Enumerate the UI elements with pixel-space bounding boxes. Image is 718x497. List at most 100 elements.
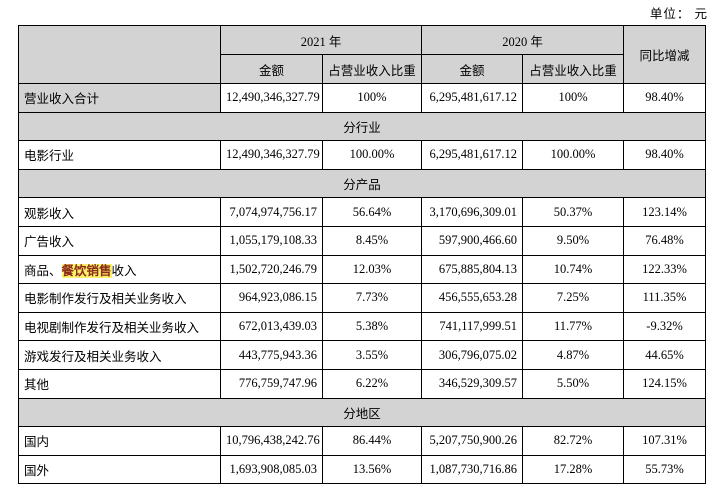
ratio-2020-cell: 5.50% xyxy=(522,368,625,399)
yoy-cell: 107.31% xyxy=(623,426,707,456)
table-body: 营业收入合计 12,490,346,327.79 100% 6,295,481,617… xyxy=(17,83,707,485)
ratio-2020-cell: 100.00% xyxy=(522,140,625,170)
table-row: 其他 776,759,747.96 6.22% 346,529,309.57 5.50%… xyxy=(18,368,707,399)
header-row-years: 2021 年 2020 年 同比增减 xyxy=(18,25,707,84)
amount-2020-cell: 6,295,481,617.12 xyxy=(421,140,524,170)
row-label: 其他 xyxy=(18,368,221,399)
label-text: 商品、 xyxy=(24,263,62,278)
amount-2021-cell: 1,055,179,108.33 xyxy=(220,225,323,256)
ratio-2020-cell: 17.28% xyxy=(522,454,625,485)
row-label: 广告收入 xyxy=(18,225,221,256)
row-label: 游戏发行及相关业务收入 xyxy=(18,340,221,370)
table-row: 电影行业 12,490,346,327.79 100.00% 6,295,481,61… xyxy=(18,140,707,170)
table-header: 2021 年 2020 年 同比增减 金额 占营业收入比重 金额 占营业收入比重 xyxy=(18,25,707,84)
ratio-2021-cell: 100.00% xyxy=(321,140,423,170)
ratio-2020-cell: 100% xyxy=(522,83,625,113)
amount-2021-header: 金额 xyxy=(220,54,323,84)
ratio-2020-cell: 9.50% xyxy=(522,225,625,256)
revenue-breakdown-table: 2021 年 2020 年 同比增减 金额 占营业收入比重 金额 占营业收入比重… xyxy=(17,25,707,485)
ratio-2021-cell: 56.64% xyxy=(321,197,423,227)
table-row: 国内 10,796,438,242.76 86.44% 5,207,750,900.2… xyxy=(18,426,707,456)
ratio-2020-header: 占营业收入比重 xyxy=(522,54,625,84)
unit-label: 单位： 元 xyxy=(649,7,708,21)
yoy-cell: 124.15% xyxy=(623,368,707,399)
amount-2021-cell: 776,759,747.96 xyxy=(220,368,323,399)
amount-2020-cell: 346,529,309.57 xyxy=(421,368,524,399)
header-row-metrics: 金额 占营业收入比重 金额 占营业收入比重 xyxy=(19,54,706,84)
corner-cell xyxy=(18,25,221,84)
table-row: 营业收入合计 12,490,346,327.79 100% 6,295,481,617… xyxy=(18,83,707,113)
yoy-cell: -9.32% xyxy=(623,311,707,342)
row-label: 观影收入 xyxy=(18,197,221,227)
ratio-2021-cell: 8.45% xyxy=(321,225,423,256)
ratio-2021-cell: 7.73% xyxy=(321,283,423,313)
yoy-cell: 55.73% xyxy=(623,454,707,485)
amount-2021-cell: 12,490,346,327.79 xyxy=(220,140,323,170)
yoy-cell: 98.40% xyxy=(623,83,707,113)
year-2021-header: 2021 年 xyxy=(219,25,423,55)
section-row: 分产品 xyxy=(17,168,707,199)
section-row: 分地区 xyxy=(17,397,707,428)
ratio-2020-cell: 11.77% xyxy=(522,311,625,342)
amount-2021-cell: 964,923,086.15 xyxy=(220,283,323,313)
ratio-2021-cell: 12.03% xyxy=(321,254,423,285)
table-row: 商品、餐饮销售收入 1,502,720,246.79 12.03% 675,885,8… xyxy=(18,254,707,285)
label-text: 收入 xyxy=(111,263,137,278)
amount-2020-cell: 3,170,696,309.01 xyxy=(421,197,524,227)
row-label: 电影制作发行及相关业务收入 xyxy=(18,283,221,313)
year-2020-header: 2020 年 xyxy=(421,25,625,55)
yoy-cell: 44.65% xyxy=(623,340,707,370)
amount-2020-cell: 306,796,075.02 xyxy=(421,340,524,370)
row-label: 电影行业 xyxy=(18,140,221,170)
amount-2020-cell: 5,207,750,900.26 xyxy=(421,426,524,456)
ratio-2021-cell: 100% xyxy=(321,83,423,113)
ratio-2021-header: 占营业收入比重 xyxy=(321,54,423,84)
amount-2021-cell: 1,502,720,246.79 xyxy=(220,254,323,285)
table-row: 游戏发行及相关业务收入 443,775,943.36 3.55% 306,796,07… xyxy=(18,340,707,370)
yoy-cell: 76.48% xyxy=(623,225,707,256)
table-row: 观影收入 7,074,974,756.17 56.64% 3,170,696,309.… xyxy=(18,197,707,227)
yoy-cell: 98.40% xyxy=(623,140,707,170)
ratio-2020-cell: 4.87% xyxy=(522,340,625,370)
highlighted-text: 餐饮销售 xyxy=(61,263,112,278)
section-row: 分行业 xyxy=(17,111,707,142)
yoy-cell: 122.33% xyxy=(623,254,707,285)
yoy-header: 同比增减 xyxy=(623,25,707,84)
amount-2021-cell: 12,490,346,327.79 xyxy=(220,83,323,113)
row-label: 营业收入合计 xyxy=(18,83,221,113)
amount-2020-cell: 6,295,481,617.12 xyxy=(421,83,524,113)
section-label: 分产品 xyxy=(17,168,707,199)
yoy-cell: 123.14% xyxy=(623,197,707,227)
amount-2021-cell: 672,013,439.03 xyxy=(220,311,323,342)
yoy-cell: 111.35% xyxy=(623,283,707,313)
row-label: 电视剧制作发行及相关业务收入 xyxy=(18,311,221,342)
section-label: 分地区 xyxy=(17,397,707,428)
row-label: 国内 xyxy=(18,426,221,456)
amount-2020-cell: 1,087,730,716.86 xyxy=(421,454,524,485)
ratio-2021-cell: 5.38% xyxy=(321,311,423,342)
amount-2021-cell: 10,796,438,242.76 xyxy=(220,426,323,456)
table-row: 电影制作发行及相关业务收入 964,923,086.15 7.73% 456,555,… xyxy=(18,283,707,313)
section-label: 分行业 xyxy=(17,111,707,142)
ratio-2021-cell: 13.56% xyxy=(321,454,423,485)
ratio-2020-cell: 50.37% xyxy=(522,197,625,227)
row-label: 国外 xyxy=(18,454,221,485)
table-row: 国外 1,693,908,085.03 13.56% 1,087,730,716.86… xyxy=(18,454,707,485)
ratio-2020-cell: 10.74% xyxy=(522,254,625,285)
ratio-2020-cell: 82.72% xyxy=(522,426,625,456)
amount-2020-cell: 597,900,466.60 xyxy=(421,225,524,256)
amount-2021-cell: 1,693,908,085.03 xyxy=(220,454,323,485)
amount-2020-cell: 741,117,999.51 xyxy=(421,311,524,342)
table-row: 广告收入 1,055,179,108.33 8.45% 597,900,466.60 9… xyxy=(18,225,707,256)
amount-2021-cell: 443,775,943.36 xyxy=(220,340,323,370)
amount-2020-cell: 675,885,804.13 xyxy=(421,254,524,285)
amount-2020-cell: 456,555,653.28 xyxy=(421,283,524,313)
amount-2021-cell: 7,074,974,756.17 xyxy=(220,197,323,227)
row-label: 商品、餐饮销售收入 xyxy=(18,254,221,285)
amount-2020-header: 金额 xyxy=(421,54,524,84)
ratio-2021-cell: 86.44% xyxy=(321,426,423,456)
ratio-2021-cell: 3.55% xyxy=(321,340,423,370)
table-row: 电视剧制作发行及相关业务收入 672,013,439.03 5.38% 741,117… xyxy=(18,311,707,342)
ratio-2020-cell: 7.25% xyxy=(522,283,625,313)
